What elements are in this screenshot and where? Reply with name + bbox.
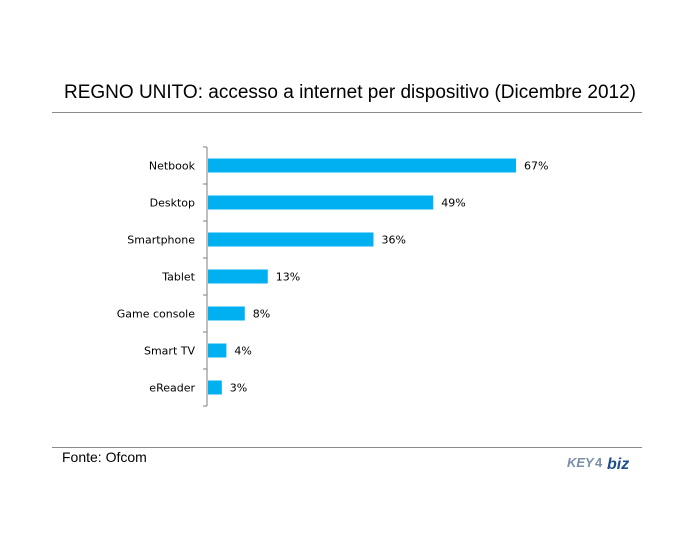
- data-label: 4%: [234, 345, 251, 358]
- category-label: eReader: [149, 382, 195, 395]
- category-label: Tablet: [161, 271, 195, 284]
- data-label: 8%: [253, 308, 270, 321]
- data-label: 49%: [441, 197, 465, 210]
- bar: [208, 380, 222, 395]
- data-label: 3%: [230, 382, 247, 395]
- category-label: Smart TV: [144, 345, 195, 358]
- chart-title: REGNO UNITO: accesso a internet per disp…: [64, 82, 636, 103]
- category-label: Desktop: [150, 197, 195, 210]
- footer-divider: [52, 447, 642, 448]
- data-label: 67%: [524, 160, 548, 173]
- category-label: Game console: [117, 308, 196, 321]
- source-note: Fonte: Ofcom: [62, 449, 147, 465]
- key4biz-logo: KEY 4 biz: [567, 455, 629, 473]
- bar: [208, 269, 268, 284]
- logo-4-text: 4: [595, 455, 603, 470]
- category-label: Smartphone: [127, 234, 195, 247]
- logo-biz-text: biz: [607, 456, 629, 473]
- bar: [208, 158, 516, 173]
- category-label: Netbook: [149, 160, 196, 173]
- bar-chart: Netbook 67% Desktop 49% Smartphone 36% Tablet 1…: [117, 146, 548, 407]
- data-label: 13%: [276, 271, 300, 284]
- logo-key-text: KEY: [567, 455, 595, 470]
- bar: [208, 232, 374, 247]
- data-label: 36%: [381, 234, 405, 247]
- bar: [208, 195, 434, 210]
- bar: [208, 343, 227, 358]
- title-divider: [52, 112, 642, 113]
- bar: [208, 306, 245, 321]
